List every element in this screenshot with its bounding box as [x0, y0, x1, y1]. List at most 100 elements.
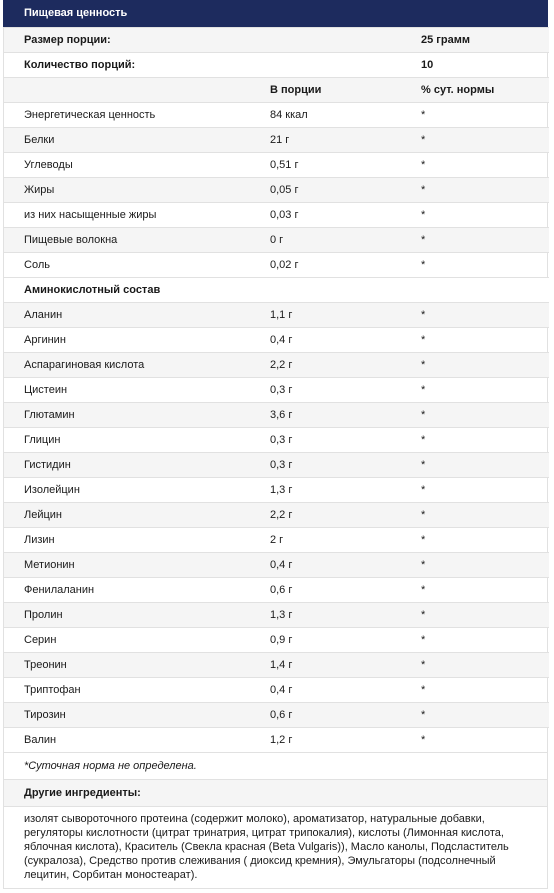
- amino-section-title: Аминокислотный состав: [4, 277, 550, 303]
- nutrient-value: 1,2 г: [252, 727, 408, 752]
- nutrient-daily-value: *: [407, 677, 550, 703]
- daily-value-note: *Суточная норма не определена.: [3, 752, 548, 779]
- nutrient-daily-value: *: [407, 302, 550, 328]
- serving-size-label: Размер порции:: [4, 27, 408, 53]
- nutrient-name: Серин: [4, 627, 252, 653]
- amino-row: Глицин 0,3 г *: [4, 427, 550, 453]
- amino-row: Аргинин 0,4 г *: [4, 327, 550, 353]
- column-header-per-serving: В порции: [252, 77, 408, 103]
- nutrition-row: Углеводы 0,51 г *: [4, 152, 550, 178]
- nutrient-value: 3,6 г: [252, 402, 408, 428]
- nutrient-daily-value: *: [407, 652, 550, 678]
- nutrient-value: 0,05 г: [252, 177, 408, 203]
- serving-size-row: Размер порции: 25 грамм: [4, 27, 550, 53]
- nutrient-name: из них насыщенные жиры: [4, 202, 252, 228]
- nutrient-daily-value: *: [407, 502, 550, 528]
- nutrient-value: 0 г: [252, 227, 408, 253]
- nutrient-daily-value: *: [407, 352, 550, 378]
- nutrient-value: 1,3 г: [252, 602, 408, 628]
- nutrition-row: Белки 21 г *: [4, 127, 550, 153]
- amino-row: Цистеин 0,3 г *: [4, 377, 550, 403]
- amino-row: Аланин 1,1 г *: [4, 302, 550, 328]
- nutrient-daily-value: *: [407, 127, 550, 153]
- nutrient-daily-value: *: [407, 702, 550, 728]
- nutrient-daily-value: *: [407, 452, 550, 478]
- nutrition-table-frame: Размер порции: 25 грамм Количество порци…: [3, 27, 550, 752]
- nutrient-name: Аспарагиновая кислота: [4, 352, 252, 378]
- nutrient-name: Триптофан: [4, 677, 252, 703]
- nutrient-daily-value: *: [407, 152, 550, 178]
- nutrient-value: 0,4 г: [252, 677, 408, 703]
- nutrient-name: Белки: [4, 127, 252, 153]
- nutrition-facts-panel: Пищевая ценность Размер порции: 25 грамм…: [3, 0, 550, 889]
- nutrient-daily-value: *: [407, 102, 550, 128]
- nutrient-value: 2,2 г: [252, 502, 408, 528]
- amino-row: Аспарагиновая кислота 2,2 г *: [4, 352, 550, 378]
- amino-row: Лизин 2 г *: [4, 527, 550, 553]
- nutrient-daily-value: *: [407, 577, 550, 603]
- amino-row: Пролин 1,3 г *: [4, 602, 550, 628]
- nutrient-daily-value: *: [407, 727, 550, 752]
- nutrient-value: 0,6 г: [252, 702, 408, 728]
- nutrient-daily-value: *: [407, 477, 550, 503]
- nutrient-value: 0,9 г: [252, 627, 408, 653]
- nutrient-daily-value: *: [407, 227, 550, 253]
- nutrient-value: 21 г: [252, 127, 408, 153]
- nutrient-name: Тирозин: [4, 702, 252, 728]
- nutrient-name: Глицин: [4, 427, 252, 453]
- nutrient-name: Энергетическая ценность: [4, 102, 252, 128]
- nutrient-name: Треонин: [4, 652, 252, 678]
- nutrient-value: 0,3 г: [252, 452, 408, 478]
- nutrient-name: Глютамин: [4, 402, 252, 428]
- nutrient-value: 0,4 г: [252, 552, 408, 578]
- nutrient-daily-value: *: [407, 527, 550, 553]
- nutrient-daily-value: *: [407, 552, 550, 578]
- nutrient-name: Лейцин: [4, 502, 252, 528]
- nutrient-daily-value: *: [407, 177, 550, 203]
- nutrient-name: Метионин: [4, 552, 252, 578]
- nutrient-name: Пролин: [4, 602, 252, 628]
- servings-count-row: Количество порций: 10: [4, 52, 550, 78]
- amino-row: Тирозин 0,6 г *: [4, 702, 550, 728]
- other-ingredients-text: изолят сывороточного протеина (содержит …: [3, 806, 548, 889]
- nutrient-daily-value: *: [407, 327, 550, 353]
- nutrient-daily-value: *: [407, 252, 550, 278]
- nutrient-value: 0,3 г: [252, 377, 408, 403]
- nutrient-daily-value: *: [407, 627, 550, 653]
- nutrient-value: 84 ккал: [252, 102, 408, 128]
- nutrient-name: Лизин: [4, 527, 252, 553]
- nutrient-value: 0,03 г: [252, 202, 408, 228]
- nutrient-value: 1,3 г: [252, 477, 408, 503]
- nutrient-name: Пищевые волокна: [4, 227, 252, 253]
- nutrition-row: Энергетическая ценность 84 ккал *: [4, 102, 550, 128]
- amino-row: Гистидин 0,3 г *: [4, 452, 550, 478]
- nutrient-name: Валин: [4, 727, 252, 752]
- nutrient-name: Соль: [4, 252, 252, 278]
- nutrient-value: 2 г: [252, 527, 408, 553]
- other-ingredients-title: Другие ингредиенты:: [3, 779, 548, 806]
- servings-count-value: 10: [407, 52, 550, 78]
- nutrient-name: Аланин: [4, 302, 252, 328]
- amino-row: Фенилаланин 0,6 г *: [4, 577, 550, 603]
- amino-row: Треонин 1,4 г *: [4, 652, 550, 678]
- column-header-daily: % сут. нормы: [407, 77, 550, 103]
- nutrient-daily-value: *: [407, 377, 550, 403]
- nutrient-value: 1,1 г: [252, 302, 408, 328]
- amino-row: Изолейцин 1,3 г *: [4, 477, 550, 503]
- nutrient-name: Цистеин: [4, 377, 252, 403]
- nutrient-name: Фенилаланин: [4, 577, 252, 603]
- column-header-name: [4, 77, 252, 103]
- nutrition-table: Размер порции: 25 грамм Количество порци…: [4, 27, 550, 752]
- amino-row: Серин 0,9 г *: [4, 627, 550, 653]
- nutrient-value: 0,6 г: [252, 577, 408, 603]
- column-header-row: В порции % сут. нормы: [4, 77, 550, 103]
- nutrient-value: 0,4 г: [252, 327, 408, 353]
- nutrient-daily-value: *: [407, 427, 550, 453]
- nutrient-name: Изолейцин: [4, 477, 252, 503]
- nutrition-row: Пищевые волокна 0 г *: [4, 227, 550, 253]
- nutrient-daily-value: *: [407, 602, 550, 628]
- amino-row: Глютамин 3,6 г *: [4, 402, 550, 428]
- amino-section-header: Аминокислотный состав: [4, 277, 550, 303]
- amino-row: Лейцин 2,2 г *: [4, 502, 550, 528]
- amino-row: Триптофан 0,4 г *: [4, 677, 550, 703]
